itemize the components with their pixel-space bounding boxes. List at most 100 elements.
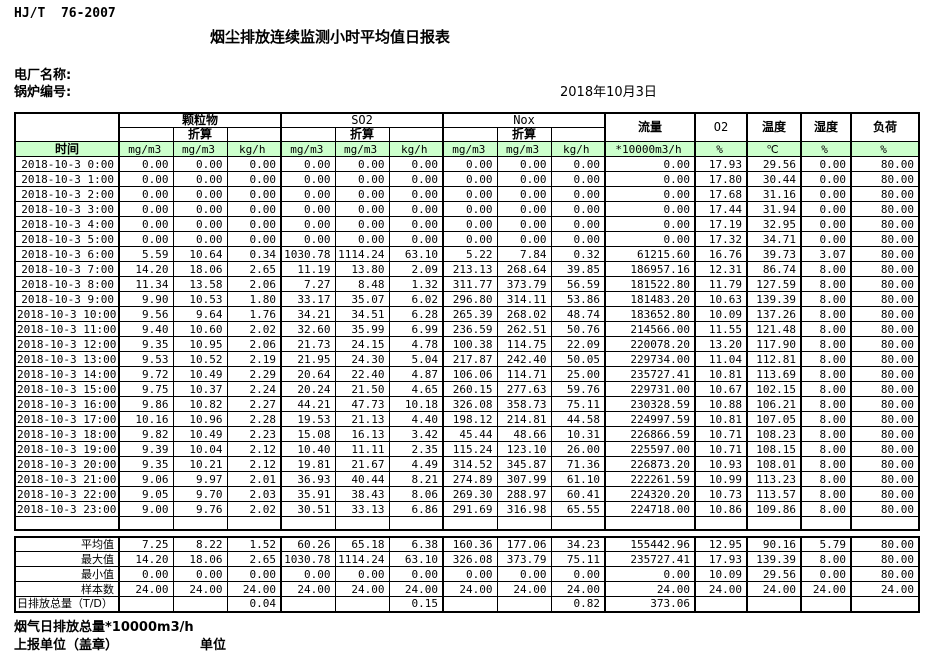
time-header-spacer	[14, 112, 120, 142]
value-cell: 80.00	[850, 566, 920, 582]
plant-name-label: 电厂名称:	[14, 68, 72, 83]
value-cell: 0.00	[118, 216, 174, 232]
value-cell: 0.00	[550, 216, 606, 232]
value-cell: 0.00	[800, 231, 852, 247]
summary-table: 平均值 7.25 8.22 1.52 60.26 65.18 6.38 160.36 177.0…	[14, 535, 920, 613]
table-row: 2018-10-3 10:00 9.56 9.64 1.76 34.21 34.51 6.2…	[14, 306, 920, 322]
table-row: 2018-10-3 4:00 0.00 0.00 0.00 0.00 0.00 0.00 0.…	[14, 216, 920, 232]
value-cell: 17.93	[694, 551, 748, 567]
value-cell: 0.00	[550, 231, 606, 247]
value-cell: 24.00	[442, 581, 498, 597]
value-cell: 0.82	[550, 596, 606, 612]
value-cell: 6.38	[388, 536, 444, 552]
subheader-empty	[388, 127, 444, 142]
value-cell: 373.79	[496, 551, 552, 567]
time-cell: 2018-10-3 7:00	[14, 261, 120, 277]
value-cell: 2.19	[226, 351, 282, 367]
value-cell: 33.13	[334, 501, 390, 517]
footer-unit-label: 单位	[200, 638, 227, 653]
value-cell: 2.65	[226, 261, 282, 277]
value-cell: 155442.96	[604, 536, 696, 552]
table-row: 2018-10-3 22:00 9.05 9.70 2.03 35.91 38.43 8.0…	[14, 486, 920, 502]
value-cell: 277.63	[496, 381, 552, 397]
value-cell: 80.00	[850, 366, 920, 382]
value-cell: 44.58	[550, 411, 606, 427]
value-cell: 80.00	[850, 351, 920, 367]
value-cell: 24.00	[850, 581, 920, 597]
value-cell: 9.70	[172, 486, 228, 502]
value-cell: 0.00	[226, 186, 282, 202]
value-cell: 80.00	[850, 261, 920, 277]
value-cell: 0.00	[496, 201, 552, 217]
value-cell: 0.00	[442, 171, 498, 187]
value-cell: 80.00	[850, 551, 920, 567]
value-cell: 10.88	[694, 396, 748, 412]
value-cell: 10.71	[694, 441, 748, 457]
value-cell: 7.27	[280, 276, 336, 292]
value-cell: 20.64	[280, 366, 336, 382]
value-cell: 224320.20	[604, 486, 696, 502]
value-cell: 35.99	[334, 321, 390, 337]
table-row: 2018-10-3 5:00 0.00 0.00 0.00 0.00 0.00 0.00 0.…	[14, 231, 920, 247]
value-cell: 10.40	[280, 441, 336, 457]
value-cell: 0.00	[442, 186, 498, 202]
value-cell: 0.00	[172, 566, 228, 582]
value-cell: 2.06	[226, 336, 282, 352]
value-cell: 38.43	[334, 486, 390, 502]
value-cell: 0.00	[172, 201, 228, 217]
value-cell: 0.00	[388, 186, 444, 202]
value-cell: 0.00	[172, 156, 228, 172]
time-cell: 2018-10-3 6:00	[14, 246, 120, 262]
time-cell: 2018-10-3 17:00	[14, 411, 120, 427]
value-cell: 115.24	[442, 441, 498, 457]
value-cell: 12.31	[694, 261, 748, 277]
value-cell: 24.00	[550, 581, 606, 597]
value-cell: 29.56	[746, 156, 802, 172]
col-header-humidity: 湿度	[800, 112, 852, 142]
value-cell: 8.00	[800, 261, 852, 277]
value-cell: 32.95	[746, 216, 802, 232]
value-cell: 31.16	[746, 186, 802, 202]
value-cell: 11.04	[694, 351, 748, 367]
value-cell: 9.05	[118, 486, 174, 502]
table-row: 2018-10-3 16:00 9.86 10.82 2.27 44.21 47.73 10…	[14, 396, 920, 412]
table-row: 2018-10-3 0:00 0.00 0.00 0.00 0.00 0.00 0.00 0.…	[14, 156, 920, 172]
value-cell: 225597.00	[604, 441, 696, 457]
value-cell: 160.36	[442, 536, 498, 552]
value-cell: 235727.41	[604, 366, 696, 382]
value-cell: 24.00	[334, 581, 390, 597]
value-cell: 100.38	[442, 336, 498, 352]
value-cell: 33.17	[280, 291, 336, 307]
unit-so2-converted-mgm3: mg/m3	[334, 141, 390, 157]
time-cell: 2018-10-3 13:00	[14, 351, 120, 367]
value-cell: 8.00	[800, 411, 852, 427]
empty-cell	[172, 596, 228, 612]
value-cell: 314.11	[496, 291, 552, 307]
empty-cell	[800, 596, 852, 612]
value-cell: 8.00	[800, 501, 852, 517]
empty-cell	[442, 516, 498, 530]
value-cell: 0.00	[800, 171, 852, 187]
value-cell: 63.10	[388, 246, 444, 262]
value-cell: 4.49	[388, 456, 444, 472]
value-cell: 9.97	[172, 471, 228, 487]
value-cell: 8.00	[800, 291, 852, 307]
value-cell: 8.00	[800, 456, 852, 472]
value-cell: 0.00	[226, 566, 282, 582]
value-cell: 9.35	[118, 336, 174, 352]
doc-standard-number: HJ/T 76-2007	[14, 6, 116, 21]
empty-cell	[746, 516, 802, 530]
value-cell: 102.15	[746, 381, 802, 397]
value-cell: 80.00	[850, 321, 920, 337]
value-cell: 19.81	[280, 456, 336, 472]
value-cell: 80.00	[850, 396, 920, 412]
unit-flow: *10000m3/h	[604, 141, 696, 157]
time-cell: 2018-10-3 0:00	[14, 156, 120, 172]
value-cell: 30.51	[280, 501, 336, 517]
value-cell: 345.87	[496, 456, 552, 472]
value-cell: 123.10	[496, 441, 552, 457]
value-cell: 10.37	[172, 381, 228, 397]
value-cell: 63.10	[388, 551, 444, 567]
col-header-flow: 流量	[604, 112, 696, 142]
value-cell: 24.00	[118, 581, 174, 597]
